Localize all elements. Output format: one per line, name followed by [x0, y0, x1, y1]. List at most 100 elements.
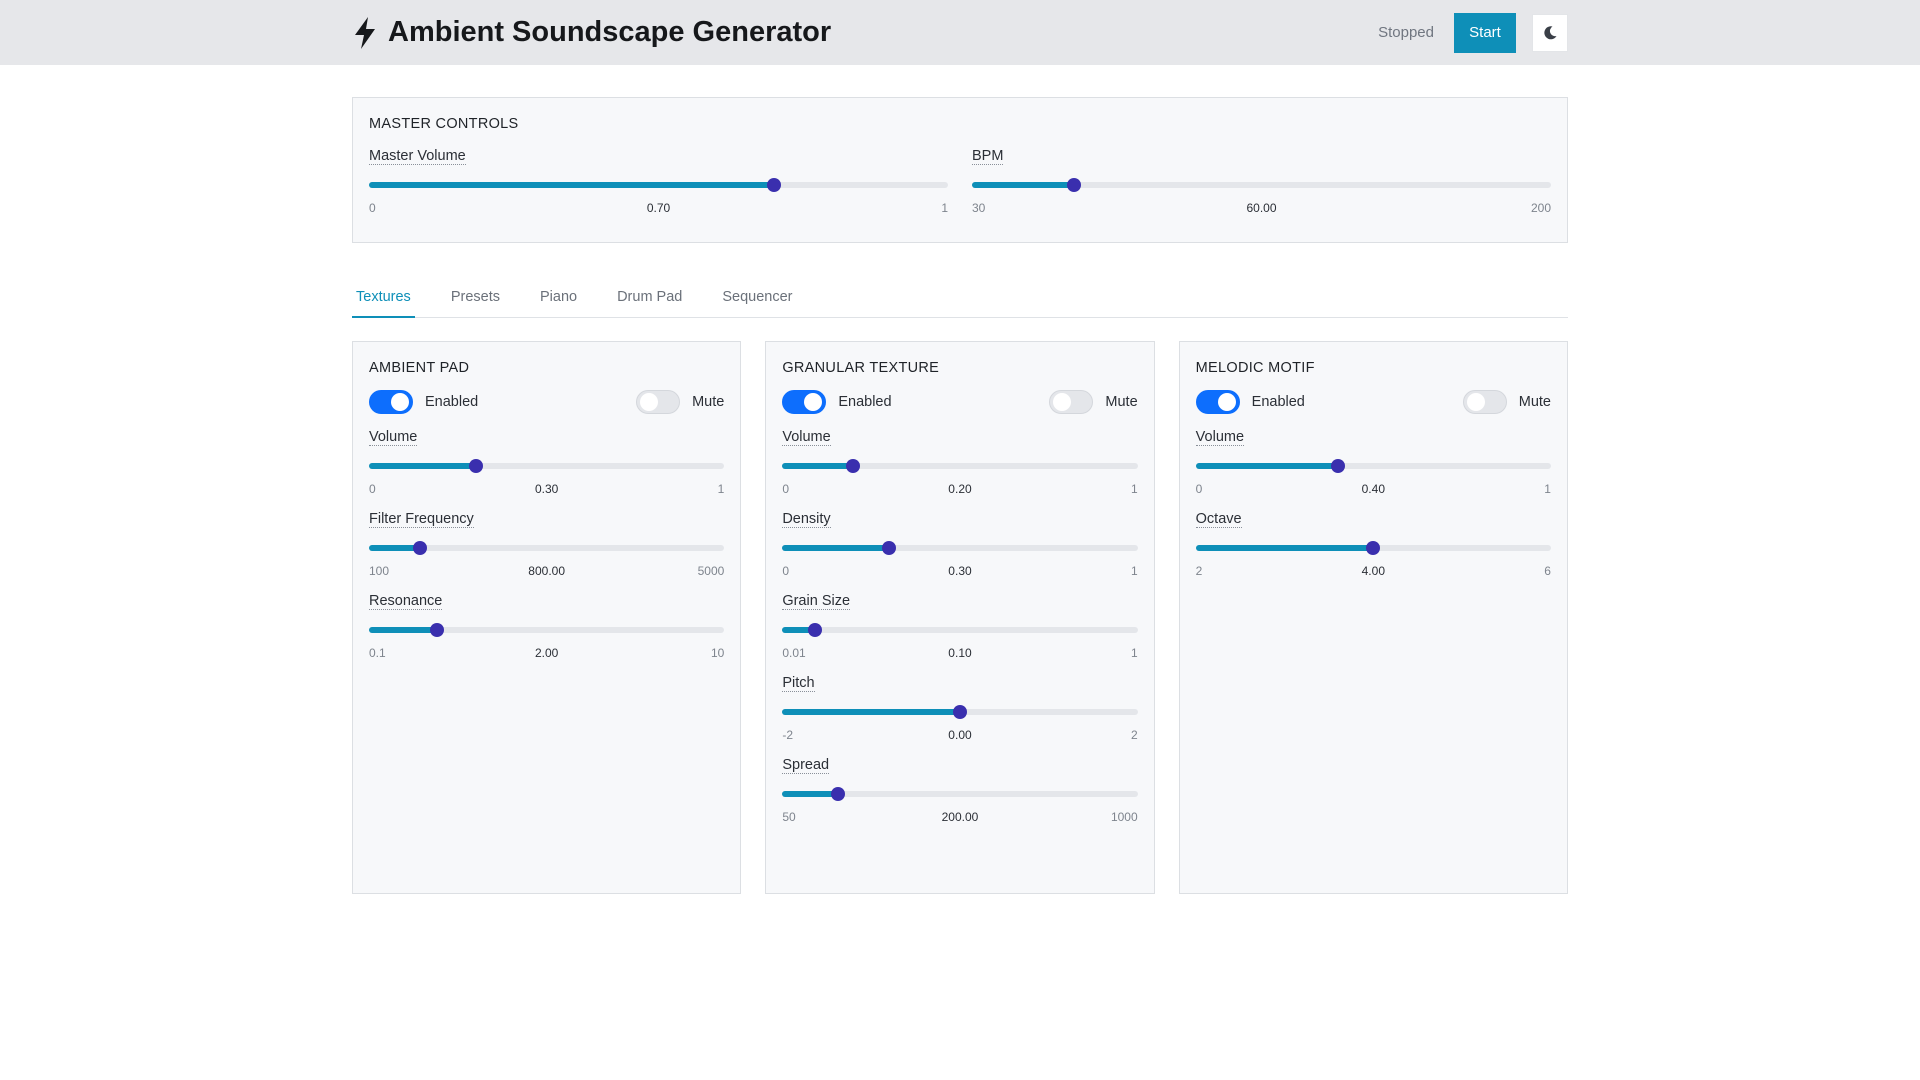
- tab-drum-pad[interactable]: Drum Pad: [617, 289, 683, 305]
- slider-scale: 0 0.40 1: [1196, 482, 1551, 498]
- slider-label: Resonance: [369, 593, 443, 610]
- card-title: GRANULAR TEXTURE: [782, 360, 940, 376]
- enabled-switch[interactable]: [782, 390, 827, 414]
- grain-size-slider: Grain Size 0.01 0.10 1: [782, 592, 1138, 662]
- mute-switch[interactable]: [1049, 390, 1094, 414]
- switch-knob: [804, 393, 823, 411]
- start-button[interactable]: Start: [1454, 12, 1516, 53]
- enabled-switch[interactable]: [1195, 390, 1240, 414]
- slider-thumb[interactable]: [412, 541, 427, 555]
- tab-piano[interactable]: Piano: [539, 289, 578, 305]
- slider-thumb[interactable]: [1067, 178, 1082, 192]
- slider-max: 1000: [1110, 810, 1138, 824]
- slider-thumb[interactable]: [831, 787, 846, 801]
- slider-max: 1: [1130, 564, 1138, 578]
- slider-scale: 0 0.30 1: [782, 564, 1137, 580]
- slider-min: 50: [782, 810, 796, 824]
- tab-sequencer[interactable]: Sequencer: [722, 289, 793, 305]
- card-title: MELODIC MOTIF: [1195, 360, 1315, 376]
- enabled-toggle[interactable]: Enabled: [782, 390, 892, 414]
- card-toggles: Enabled Mute: [369, 390, 724, 414]
- slider-min: 0: [369, 201, 376, 215]
- enabled-toggle[interactable]: Enabled: [1195, 390, 1305, 414]
- slider-thumb[interactable]: [1366, 541, 1381, 555]
- slider-scale: 0 0.30 1: [369, 482, 724, 498]
- theme-toggle-button[interactable]: [1532, 13, 1568, 52]
- slider-scale: 100 800.00 5000: [369, 564, 724, 580]
- slider-thumb[interactable]: [881, 541, 896, 555]
- tab-presets[interactable]: Presets: [450, 289, 500, 305]
- track-bg: [782, 791, 1138, 797]
- enabled-label: Enabled: [425, 394, 479, 410]
- mute-toggle[interactable]: Mute: [636, 390, 724, 414]
- track-fill: [972, 182, 1075, 188]
- tab-textures[interactable]: Textures: [352, 283, 415, 318]
- enabled-toggle[interactable]: Enabled: [369, 390, 478, 414]
- slider-thumb[interactable]: [807, 623, 822, 637]
- slider-thumb[interactable]: [846, 459, 861, 473]
- slider-label: Filter Frequency: [369, 511, 474, 528]
- master-volume-slider: Master Volume 0 0.70 1: [369, 147, 948, 217]
- track-bg: [369, 627, 725, 633]
- slider-track[interactable]: [782, 532, 1138, 562]
- slider-thumb[interactable]: [952, 705, 967, 719]
- slider-track[interactable]: [782, 778, 1138, 808]
- slider-track[interactable]: [782, 450, 1138, 480]
- slider-label: Density: [782, 511, 831, 528]
- bolt-icon: [352, 16, 378, 49]
- slider-thumb[interactable]: [430, 623, 445, 637]
- slider-min: 0: [369, 482, 376, 496]
- enabled-switch[interactable]: [369, 390, 413, 414]
- slider-thumb[interactable]: [767, 178, 782, 192]
- mute-label: Mute: [692, 394, 725, 410]
- switch-knob: [391, 393, 409, 411]
- slider-value: 0.30: [534, 482, 559, 496]
- slider-value: 0.40: [1361, 482, 1385, 496]
- slider-track[interactable]: [369, 614, 725, 644]
- slider-thumb[interactable]: [468, 459, 483, 473]
- slider-track[interactable]: [782, 614, 1138, 644]
- slider-max: 1: [1130, 646, 1138, 660]
- header-controls: Stopped Start: [1378, 12, 1568, 53]
- mute-switch[interactable]: [1462, 390, 1507, 414]
- slider-max: 5000: [697, 564, 725, 578]
- slider-max: 6: [1544, 564, 1551, 578]
- slider-min: 0.1: [369, 646, 386, 660]
- track-fill: [782, 463, 854, 469]
- slider-value: 4.00: [1361, 564, 1385, 578]
- slider-scale: 2 4.00 6: [1196, 564, 1551, 580]
- switch-knob: [1217, 393, 1236, 411]
- slider-track[interactable]: [369, 450, 725, 480]
- slider-track[interactable]: [782, 696, 1138, 726]
- slider-min: 0: [782, 564, 790, 578]
- slider-track[interactable]: [972, 169, 1551, 199]
- switch-knob: [1053, 393, 1072, 411]
- slider-scale: 50 200.00 1000: [782, 810, 1137, 826]
- bpm-slider: BPM 30 60.00 200: [972, 147, 1551, 217]
- slider-track[interactable]: [1195, 450, 1551, 480]
- track-bg: [369, 463, 725, 469]
- track-fill: [782, 791, 839, 797]
- tab-bar: Textures Presets Piano Drum Pad Sequence…: [352, 283, 1568, 318]
- app-title: Ambient Soundscape Generator: [388, 16, 832, 48]
- slider-thumb[interactable]: [1330, 459, 1345, 473]
- master-controls-title: MASTER CONTROLS: [369, 116, 519, 132]
- slider-max: 1: [1544, 482, 1551, 496]
- switch-knob: [1466, 393, 1485, 411]
- track-fill: [369, 627, 438, 633]
- slider-label: Spread: [782, 757, 830, 774]
- mute-toggle[interactable]: Mute: [1049, 390, 1138, 414]
- slider-max: 10: [710, 646, 725, 660]
- slider-max: 2: [1130, 728, 1138, 742]
- volume-slider: Volume 0 0.40 1: [1195, 428, 1551, 498]
- track-fill: [369, 463, 476, 469]
- slider-track[interactable]: [369, 169, 948, 199]
- slider-track[interactable]: [1195, 532, 1551, 562]
- slider-min: 0: [782, 482, 790, 496]
- mute-switch[interactable]: [636, 390, 681, 414]
- track-fill: [782, 709, 960, 715]
- mute-toggle[interactable]: Mute: [1462, 390, 1551, 414]
- slider-min: 0.01: [782, 646, 806, 660]
- slider-scale: 0 0.20 1: [782, 482, 1137, 498]
- slider-track[interactable]: [369, 532, 725, 562]
